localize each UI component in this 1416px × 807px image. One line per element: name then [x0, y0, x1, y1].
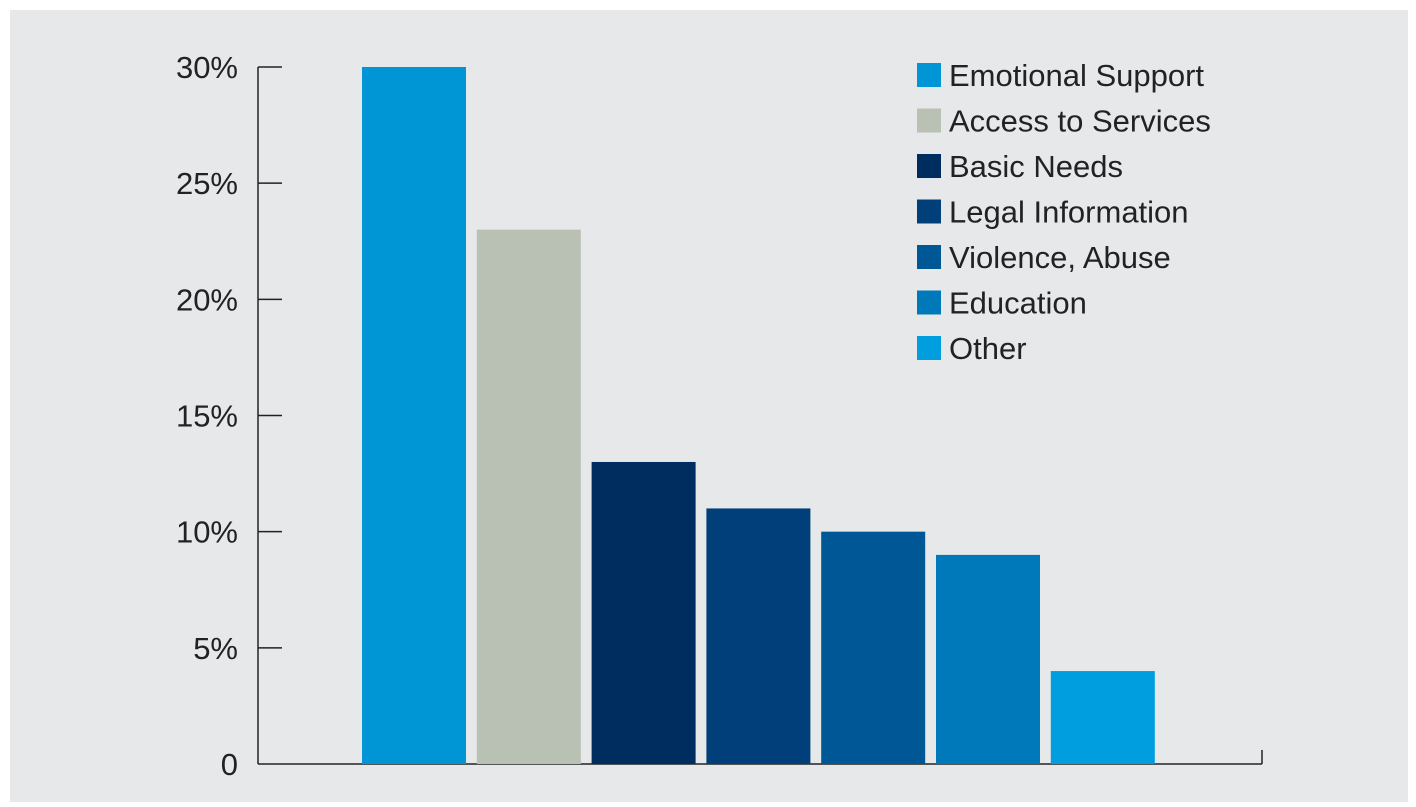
legend-swatch — [917, 336, 941, 360]
legend-swatch — [917, 108, 941, 133]
legend-swatch — [917, 245, 941, 269]
bar-legal-information — [706, 508, 811, 764]
legend-label: Legal Information — [949, 195, 1189, 230]
bar-chart: 0 5% 10% 15% 20% 25% 30% Emotional Support Acce… — [176, 50, 1263, 782]
bar-other — [1050, 671, 1155, 764]
bar-emotional-support — [362, 67, 466, 764]
y-tick-label: 25% — [176, 166, 238, 201]
legend-item: Education — [917, 286, 1087, 321]
y-axis: 0 5% 10% 15% 20% 25% 30% — [176, 50, 282, 782]
legend-item: Other — [917, 331, 1027, 366]
y-tick-label: 5% — [193, 631, 238, 666]
legend-swatch — [917, 154, 941, 178]
y-tick-label: 10% — [176, 515, 238, 550]
legend-label: Other — [949, 331, 1027, 366]
bar-violence-abuse — [821, 531, 926, 764]
legend-item: Access to Services — [917, 104, 1211, 139]
legend-item: Emotional Support — [917, 58, 1204, 93]
bars — [362, 67, 1155, 765]
legend-label: Emotional Support — [949, 58, 1204, 93]
bar-basic-needs — [591, 461, 696, 764]
y-tick-label: 20% — [176, 282, 238, 317]
legend-item: Basic Needs — [917, 149, 1123, 184]
legend: Emotional Support Access to Services Basic… — [917, 58, 1211, 366]
bar-education — [936, 554, 1040, 764]
y-tick-label: 15% — [176, 399, 238, 434]
legend-label: Education — [949, 286, 1087, 321]
y-tick-label: 30% — [176, 50, 238, 85]
legend-swatch — [917, 290, 941, 315]
legend-label: Violence, Abuse — [949, 240, 1171, 275]
legend-label: Basic Needs — [949, 149, 1123, 184]
bar-access-to-services — [476, 229, 581, 765]
legend-item: Violence, Abuse — [917, 240, 1171, 275]
legend-swatch — [917, 199, 941, 224]
chart-panel: 0 5% 10% 15% 20% 25% 30% Emotional Support Acce… — [10, 10, 1408, 802]
y-tick-label: 0 — [221, 747, 238, 782]
legend-item: Legal Information — [917, 195, 1189, 230]
legend-label: Access to Services — [949, 104, 1211, 139]
legend-swatch — [917, 63, 941, 87]
